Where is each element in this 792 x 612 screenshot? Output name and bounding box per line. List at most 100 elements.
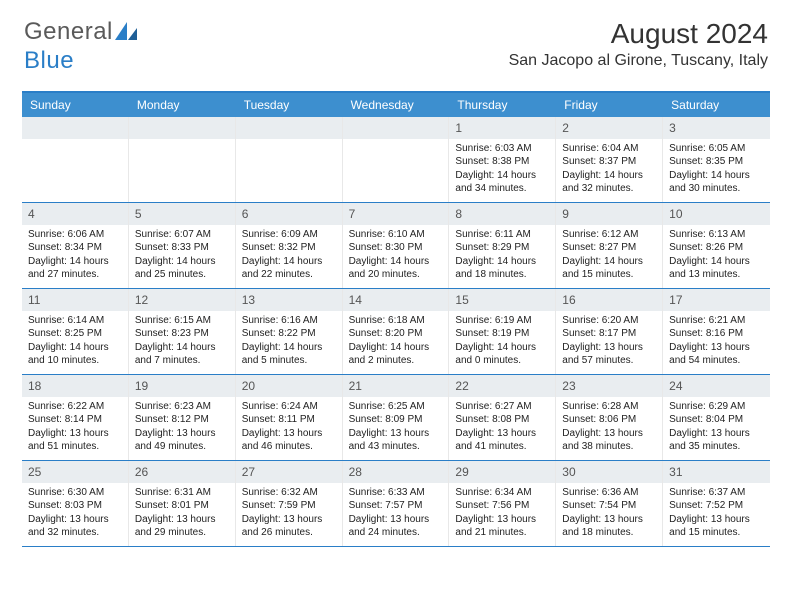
sunset-line: Sunset: 8:30 PM — [349, 241, 443, 255]
sunrise-line: Sunrise: 6:31 AM — [135, 486, 229, 500]
sunrise-line: Sunrise: 6:29 AM — [669, 400, 764, 414]
daylight-line: Daylight: 13 hours and 15 minutes. — [669, 513, 764, 540]
sunset-line: Sunset: 8:20 PM — [349, 327, 443, 341]
sunset-line: Sunset: 8:27 PM — [562, 241, 656, 255]
daynum-row: 26 — [129, 461, 235, 483]
sunrise-line: Sunrise: 6:28 AM — [562, 400, 656, 414]
sunset-line: Sunset: 8:14 PM — [28, 413, 122, 427]
calendar-cell: 20Sunrise: 6:24 AMSunset: 8:11 PMDayligh… — [236, 375, 343, 460]
sunrise-line: Sunrise: 6:13 AM — [669, 228, 764, 242]
daylight-line: Daylight: 14 hours and 32 minutes. — [562, 169, 656, 196]
daylight-line: Daylight: 14 hours and 20 minutes. — [349, 255, 443, 282]
calendar-cell: 9Sunrise: 6:12 AMSunset: 8:27 PMDaylight… — [556, 203, 663, 288]
day-number: 3 — [669, 121, 676, 135]
sunset-line: Sunset: 8:32 PM — [242, 241, 336, 255]
sunrise-line: Sunrise: 6:23 AM — [135, 400, 229, 414]
daylight-line: Daylight: 14 hours and 15 minutes. — [562, 255, 656, 282]
day-number: 15 — [455, 293, 468, 307]
daylight-line: Daylight: 13 hours and 35 minutes. — [669, 427, 764, 454]
sun-data: Sunrise: 6:06 AMSunset: 8:34 PMDaylight:… — [28, 228, 122, 282]
daylight-line: Daylight: 14 hours and 34 minutes. — [455, 169, 549, 196]
sunset-line: Sunset: 8:03 PM — [28, 499, 122, 513]
sunset-line: Sunset: 8:29 PM — [455, 241, 549, 255]
calendar-cell: . — [236, 117, 343, 202]
daynum-row: 15 — [449, 289, 555, 311]
daynum-row: . — [343, 117, 449, 139]
sunrise-line: Sunrise: 6:22 AM — [28, 400, 122, 414]
sun-data: Sunrise: 6:18 AMSunset: 8:20 PMDaylight:… — [349, 314, 443, 368]
day-header-monday: Monday — [129, 93, 236, 117]
sunrise-line: Sunrise: 6:32 AM — [242, 486, 336, 500]
daynum-row: 7 — [343, 203, 449, 225]
daynum-row: 21 — [343, 375, 449, 397]
sunset-line: Sunset: 7:54 PM — [562, 499, 656, 513]
calendar-cell: 22 Sunrise: 6:27 AMSunset: 8:08 PMDayligh… — [449, 375, 556, 460]
calendar: Sunday Monday Tuesday Wednesday Thursday… — [22, 91, 770, 547]
calendar-cell: 24 Sunrise: 6:29 AMSunset: 8:04 PMDayligh… — [663, 375, 770, 460]
day-number: 12 — [135, 293, 148, 307]
sunset-line: Sunset: 8:04 PM — [669, 413, 764, 427]
sunset-line: Sunset: 8:26 PM — [669, 241, 764, 255]
sunset-line: Sunset: 8:23 PM — [135, 327, 229, 341]
daylight-line: Daylight: 14 hours and 7 minutes. — [135, 341, 229, 368]
daylight-line: Daylight: 14 hours and 10 minutes. — [28, 341, 122, 368]
daylight-line: Daylight: 14 hours and 0 minutes. — [455, 341, 549, 368]
sunset-line: Sunset: 8:11 PM — [242, 413, 336, 427]
day-number: 22 — [455, 379, 468, 393]
calendar-cell: 17Sunrise: 6:21 AMSunset: 8:16 PMDayligh… — [663, 289, 770, 374]
sun-data: Sunrise: 6:22 AMSunset: 8:14 PMDaylight:… — [28, 400, 122, 454]
daynum-row: 20 — [236, 375, 342, 397]
day-number: 16 — [562, 293, 575, 307]
sun-data: Sunrise: 6:14 AMSunset: 8:25 PMDaylight:… — [28, 314, 122, 368]
sun-data: Sunrise: 6:33 AMSunset: 7:57 PMDaylight:… — [349, 486, 443, 540]
sunset-line: Sunset: 8:33 PM — [135, 241, 229, 255]
sunrise-line: Sunrise: 6:09 AM — [242, 228, 336, 242]
logo-sail-icon — [115, 19, 137, 47]
daylight-line: Daylight: 13 hours and 46 minutes. — [242, 427, 336, 454]
day-number: 30 — [562, 465, 575, 479]
daynum-row: 27 — [236, 461, 342, 483]
sun-data: Sunrise: 6:31 AMSunset: 8:01 PMDaylight:… — [135, 486, 229, 540]
daylight-line: Daylight: 13 hours and 38 minutes. — [562, 427, 656, 454]
day-header-tuesday: Tuesday — [236, 93, 343, 117]
sun-data: Sunrise: 6:05 AMSunset: 8:35 PMDaylight:… — [669, 142, 764, 196]
daynum-row: 18 — [22, 375, 128, 397]
sun-data: Sunrise: 6:30 AMSunset: 8:03 PMDaylight:… — [28, 486, 122, 540]
daylight-line: Daylight: 14 hours and 2 minutes. — [349, 341, 443, 368]
daynum-row: 24 — [663, 375, 770, 397]
sun-data: Sunrise: 6:16 AMSunset: 8:22 PMDaylight:… — [242, 314, 336, 368]
calendar-cell: 8Sunrise: 6:11 AMSunset: 8:29 PMDaylight… — [449, 203, 556, 288]
calendar-cell: 21Sunrise: 6:25 AMSunset: 8:09 PMDayligh… — [343, 375, 450, 460]
daynum-row: 29 — [449, 461, 555, 483]
sunset-line: Sunset: 8:19 PM — [455, 327, 549, 341]
calendar-cell: 7 Sunrise: 6:10 AMSunset: 8:30 PMDaylight… — [343, 203, 450, 288]
day-number: 10 — [669, 207, 682, 221]
day-number: 8 — [455, 207, 462, 221]
day-number: 24 — [669, 379, 682, 393]
daynum-row: 12 — [129, 289, 235, 311]
sun-data: Sunrise: 6:27 AMSunset: 8:08 PMDaylight:… — [455, 400, 549, 454]
day-number: 23 — [562, 379, 575, 393]
sunrise-line: Sunrise: 6:25 AM — [349, 400, 443, 414]
calendar-cell: 15Sunrise: 6:19 AMSunset: 8:19 PMDayligh… — [449, 289, 556, 374]
daynum-row: 13 — [236, 289, 342, 311]
daylight-line: Daylight: 13 hours and 54 minutes. — [669, 341, 764, 368]
daynum-row: 28 — [343, 461, 449, 483]
sunrise-line: Sunrise: 6:30 AM — [28, 486, 122, 500]
calendar-cell: 12Sunrise: 6:15 AMSunset: 8:23 PMDayligh… — [129, 289, 236, 374]
daynum-row: 22 — [449, 375, 555, 397]
calendar-cell: . — [129, 117, 236, 202]
daynum-row: 5 — [129, 203, 235, 225]
sunrise-line: Sunrise: 6:21 AM — [669, 314, 764, 328]
daynum-row: 9 — [556, 203, 662, 225]
month-title: August 2024 — [509, 18, 768, 50]
day-number: 17 — [669, 293, 682, 307]
calendar-cell: 3 Sunrise: 6:05 AMSunset: 8:35 PMDaylight… — [663, 117, 770, 202]
sunset-line: Sunset: 8:35 PM — [669, 155, 764, 169]
sun-data: Sunrise: 6:10 AMSunset: 8:30 PMDaylight:… — [349, 228, 443, 282]
calendar-cell: 30Sunrise: 6:36 AMSunset: 7:54 PMDayligh… — [556, 461, 663, 546]
day-number: 29 — [455, 465, 468, 479]
calendar-cell: 28 Sunrise: 6:33 AMSunset: 7:57 PMDayligh… — [343, 461, 450, 546]
calendar-week: 4Sunrise: 6:06 AMSunset: 8:34 PMDaylight… — [22, 203, 770, 289]
logo-text-general: General — [24, 18, 113, 45]
